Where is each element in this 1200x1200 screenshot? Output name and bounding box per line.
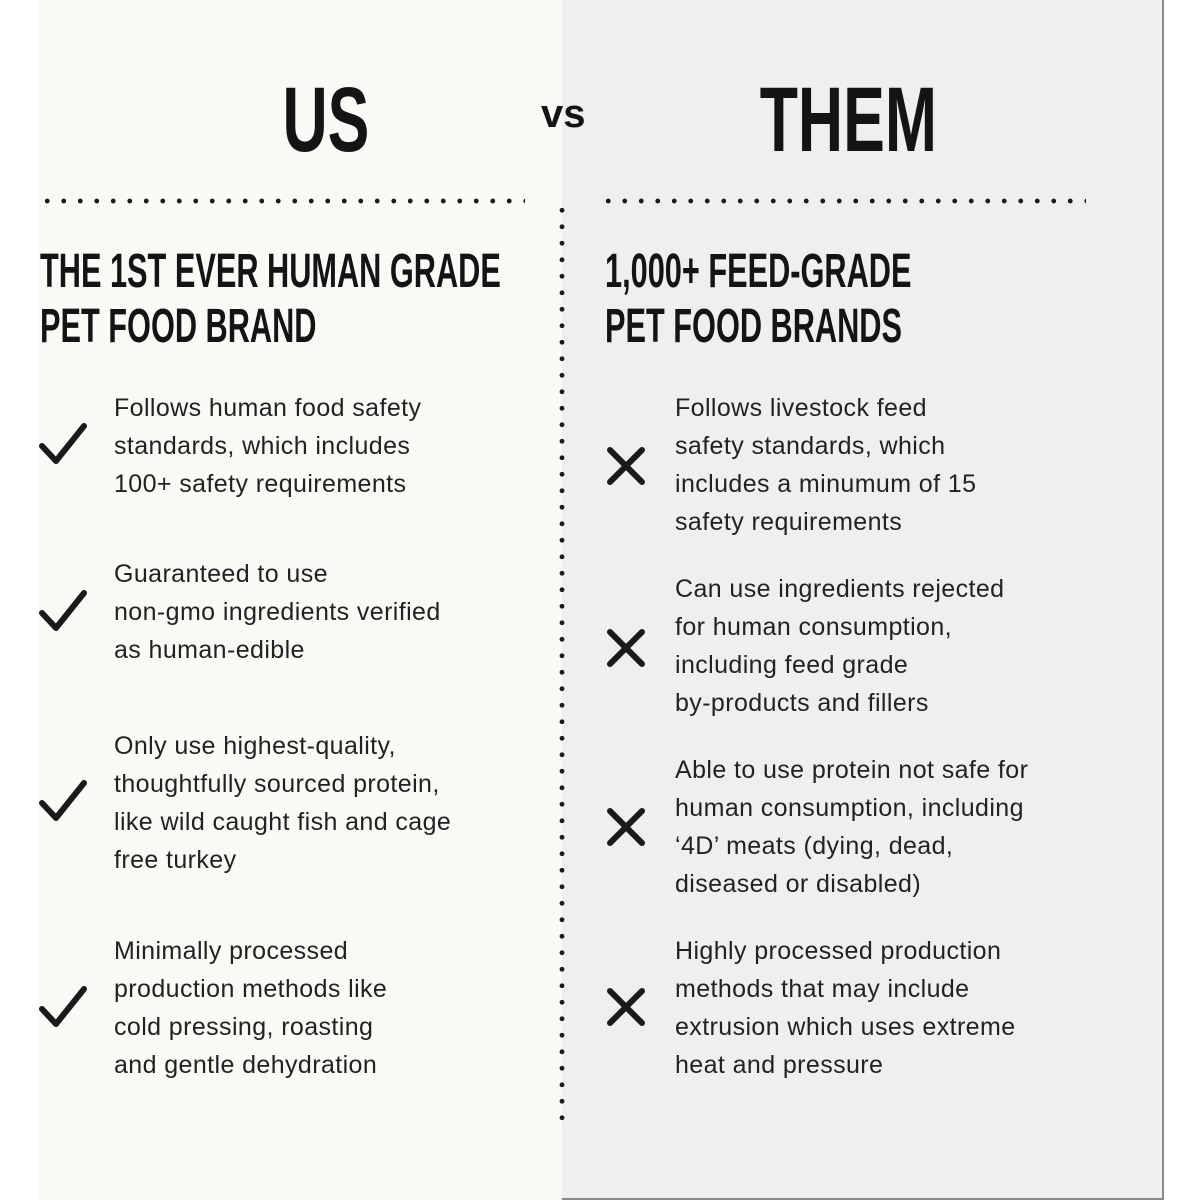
them-item-2: Can use ingredients rejected for human c… [675,575,1005,717]
us-heading-line2: PET FOOD BRAND [40,300,317,353]
them-item-3: Able to use protein not safe for human c… [675,756,1029,898]
check-icon [39,986,87,1027]
vertical-dotted-divider [559,202,565,1122]
x-icon [607,447,645,485]
check-icon [39,590,87,631]
them-heading-line1: 1,000+ FEED-GRADE [605,245,912,298]
vs-label: vs [541,92,586,136]
x-icon [607,629,645,667]
them-item-4: Highly processed production methods that… [675,937,1016,1079]
us-item-2: Guaranteed to use non-gmo ingredients ve… [114,560,441,664]
check-icon [39,423,87,464]
right-dotted-divider [600,198,1086,204]
us-title: US [282,69,370,171]
us-item-3: Only use highest-quality, thoughtfully s… [114,732,452,874]
left-dotted-divider [39,198,525,204]
us-heading-line1: THE 1ST EVER HUMAN GRADE [40,245,501,298]
x-icon [607,988,645,1026]
us-heading: THE 1ST EVER HUMAN GRADE PET FOOD BRAND [40,244,501,354]
them-heading: 1,000+ FEED-GRADE PET FOOD BRANDS [605,244,911,354]
us-item-4: Minimally processed production methods l… [114,937,388,1079]
them-item-1: Follows livestock feed safety standards,… [675,394,977,536]
us-item-1: Follows human food safety standards, whi… [114,394,422,498]
x-icon [607,808,645,846]
them-heading-line2: PET FOOD BRANDS [605,300,902,353]
check-icon [39,780,87,821]
them-title: THEM [759,69,937,171]
